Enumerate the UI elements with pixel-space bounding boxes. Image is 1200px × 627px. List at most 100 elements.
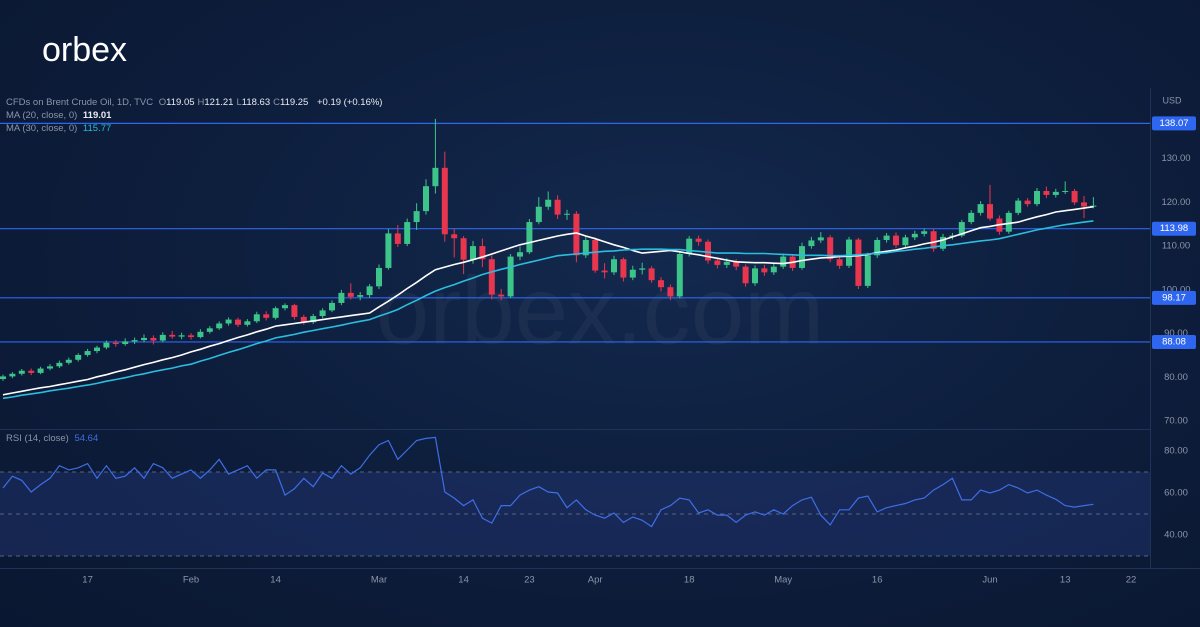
candle-body bbox=[263, 314, 270, 318]
candle-body bbox=[977, 204, 984, 213]
candle-body bbox=[601, 270, 608, 273]
candle-body bbox=[18, 370, 25, 374]
candle-body bbox=[216, 323, 223, 329]
indicator-line bbox=[2, 220, 1094, 400]
rsi-band bbox=[0, 472, 1150, 557]
rsi-name: RSI (14, close) bbox=[6, 433, 69, 444]
candle-body bbox=[141, 337, 147, 341]
candle-body bbox=[47, 366, 53, 369]
candle-body bbox=[958, 222, 965, 236]
candle-body bbox=[159, 334, 166, 341]
quote: O119.05 H121.21 L118.63 C119.25 bbox=[159, 97, 312, 108]
candle-body bbox=[545, 199, 552, 207]
candle-body bbox=[526, 222, 533, 253]
quote-value: 121.21 bbox=[204, 97, 234, 108]
x-tick-label: May bbox=[774, 575, 792, 586]
candle-body bbox=[197, 331, 204, 338]
candle-body bbox=[846, 239, 852, 266]
y-tick-label: 100.00 bbox=[1161, 284, 1190, 295]
indicator-line bbox=[2, 436, 1094, 528]
candle-body bbox=[451, 234, 458, 239]
quote-value: 118.63 bbox=[241, 97, 271, 108]
candle-body bbox=[423, 186, 429, 212]
candle-body bbox=[864, 255, 871, 286]
x-tick-label: 13 bbox=[1060, 575, 1071, 586]
candle-body bbox=[836, 259, 843, 266]
candle-body bbox=[648, 268, 655, 281]
x-tick-label: Jun bbox=[982, 575, 997, 586]
candle-body bbox=[827, 237, 834, 260]
y-tick-label: 110.00 bbox=[1162, 241, 1190, 252]
candle-body bbox=[319, 310, 326, 317]
candle-body bbox=[611, 259, 617, 273]
candle-body bbox=[695, 238, 702, 242]
candle-body bbox=[1043, 191, 1050, 195]
candle-body bbox=[188, 335, 194, 338]
candle-body bbox=[347, 292, 354, 297]
ma20-name: MA (20, close, 0) bbox=[6, 110, 78, 121]
ma30-name: MA (30, close, 0) bbox=[6, 123, 78, 134]
ma20-legend: MA (20, close, 0) 119.01 bbox=[6, 110, 114, 121]
candle-body bbox=[987, 204, 993, 219]
candle-body bbox=[75, 354, 82, 360]
candle-body bbox=[84, 351, 91, 355]
candle-body bbox=[291, 305, 298, 317]
candle-body bbox=[874, 239, 881, 256]
candle-body bbox=[488, 259, 495, 295]
candle-body bbox=[940, 236, 946, 249]
candle-body bbox=[808, 240, 815, 247]
y-tick-label: 60.00 bbox=[1164, 488, 1188, 499]
candle-body bbox=[930, 231, 937, 249]
candle-body bbox=[470, 246, 476, 260]
candle-body bbox=[582, 239, 589, 256]
candle-body bbox=[9, 373, 16, 377]
level-label: 98.17 bbox=[1162, 292, 1186, 303]
x-tick-label: 14 bbox=[270, 575, 281, 586]
x-tick-label: 18 bbox=[684, 575, 695, 586]
candle-body bbox=[573, 213, 580, 256]
candle-body bbox=[150, 337, 157, 341]
candle-body bbox=[366, 286, 373, 296]
candle-body bbox=[1090, 205, 1097, 207]
ma30-value: 115.77 bbox=[82, 123, 112, 134]
candle-body bbox=[103, 342, 110, 348]
candle-body bbox=[376, 267, 382, 287]
candle-body bbox=[131, 340, 138, 342]
candle-body bbox=[1062, 191, 1069, 193]
rsi-legend: RSI (14, close) 54.64 bbox=[6, 433, 101, 444]
candle-body bbox=[282, 305, 288, 309]
candle-body bbox=[592, 239, 599, 271]
candle-body bbox=[413, 211, 420, 223]
candle-body bbox=[855, 239, 862, 286]
candle-body bbox=[479, 246, 486, 260]
candle-body bbox=[385, 233, 392, 268]
change: +0.19 (+0.16%) bbox=[316, 97, 383, 108]
candle-body bbox=[761, 268, 768, 273]
quote-label: H bbox=[197, 97, 205, 108]
candle-body bbox=[705, 241, 711, 261]
x-tick-label: Apr bbox=[588, 575, 603, 586]
level-label: 138.07 bbox=[1159, 118, 1188, 129]
candle-body bbox=[535, 206, 542, 223]
candle-body bbox=[225, 319, 232, 324]
candle-body bbox=[714, 260, 721, 265]
y-tick-label: 40.00 bbox=[1164, 530, 1188, 541]
candle-body bbox=[272, 308, 279, 318]
candle-body bbox=[441, 167, 448, 235]
x-tick-label: 22 bbox=[1126, 575, 1137, 586]
candle-body bbox=[921, 231, 928, 234]
symbol-legend: CFDs on Brent Crude Oil, 1D, TVC O119.05… bbox=[6, 97, 385, 108]
candle-body bbox=[329, 302, 335, 311]
candle-body bbox=[432, 167, 439, 187]
level-badge bbox=[1152, 334, 1196, 349]
ma30-legend: MA (30, close, 0) 115.77 bbox=[6, 123, 114, 134]
candle-body bbox=[394, 233, 401, 244]
candle-body bbox=[883, 235, 890, 240]
level-label: 113.98 bbox=[1160, 223, 1188, 234]
candle-body bbox=[498, 294, 505, 297]
candle-body bbox=[686, 238, 693, 254]
level-badge bbox=[1152, 116, 1196, 131]
candle-body bbox=[554, 199, 561, 215]
candle-body bbox=[300, 316, 307, 323]
y-tick-label: 70.00 bbox=[1164, 416, 1188, 427]
